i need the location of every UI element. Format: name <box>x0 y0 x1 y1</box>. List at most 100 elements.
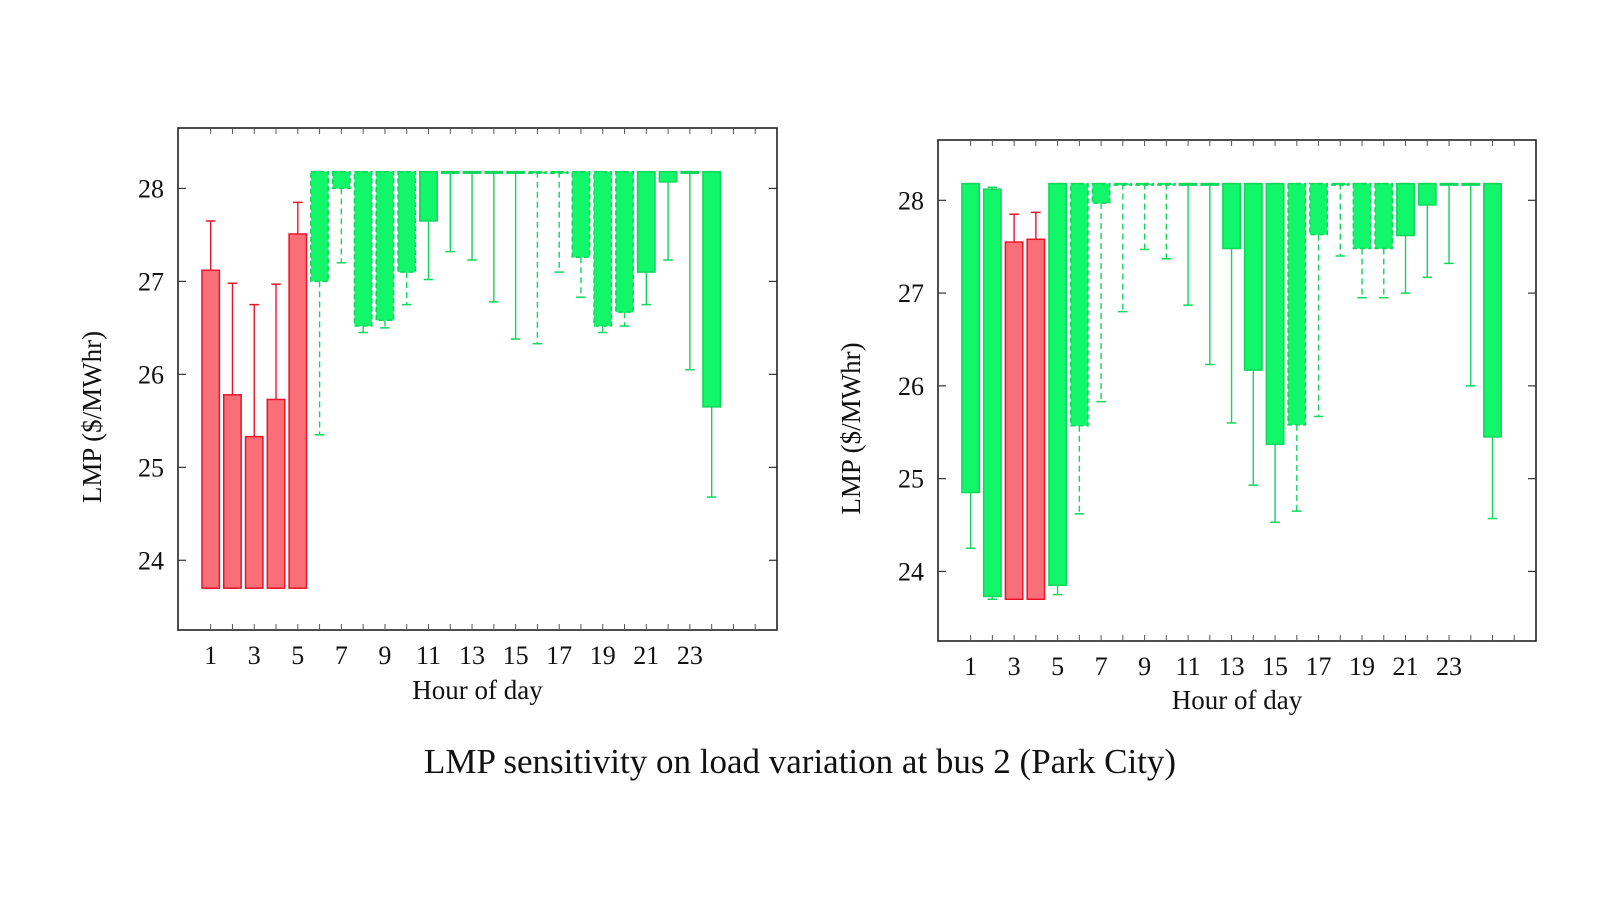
y-axis-label: LMP ($/MWhr) <box>77 331 107 503</box>
bar-box <box>702 170 722 408</box>
bar-box <box>1352 182 1372 250</box>
bar-hour-20 <box>1374 182 1394 299</box>
bar-box <box>419 170 438 222</box>
bar-box <box>1200 182 1220 186</box>
bar-box <box>1374 182 1394 250</box>
bar-box <box>440 170 460 174</box>
bar-box <box>961 182 981 494</box>
bar-box <box>331 170 351 190</box>
bar-box <box>982 188 1002 598</box>
plot-frame <box>937 139 1537 642</box>
bar-hour-24 <box>1461 182 1481 387</box>
bar-hour-25 <box>1483 182 1502 520</box>
x-tick-label: 5 <box>1051 652 1064 681</box>
bar-hour-5 <box>1048 182 1068 596</box>
y-tick-label: 25 <box>138 453 164 482</box>
x-axis-label: Hour of day <box>412 675 543 705</box>
bar-box <box>288 233 308 589</box>
bar-hour-24 <box>702 170 722 498</box>
y-tick-label: 26 <box>898 372 924 401</box>
bar-box <box>549 170 569 174</box>
bar-box <box>1156 182 1176 186</box>
bar-box <box>1417 182 1437 206</box>
bar-hour-17 <box>1309 182 1328 418</box>
bar-hour-2 <box>222 282 242 589</box>
y-tick-label: 24 <box>138 546 164 575</box>
bar-hour-12 <box>1200 182 1220 366</box>
bar-hour-16 <box>527 170 547 345</box>
y-axis-label: LMP ($/MWhr) <box>836 342 866 514</box>
bar-box <box>1026 238 1046 600</box>
bar-hour-6 <box>310 170 330 436</box>
bar-box <box>1135 182 1155 186</box>
bar-hour-20 <box>615 170 634 327</box>
bar-box <box>506 170 526 174</box>
bar-hour-5 <box>288 201 308 589</box>
bar-hour-12 <box>440 170 460 253</box>
bar-box <box>484 170 504 174</box>
x-tick-label: 21 <box>1393 652 1419 681</box>
x-tick-label: 11 <box>1176 652 1201 681</box>
bar-hour-7 <box>1091 182 1111 403</box>
bar-box <box>222 394 242 589</box>
bar-box <box>244 435 264 589</box>
bar-box <box>462 170 482 174</box>
bar-box <box>310 170 330 283</box>
y-tick-label: 28 <box>898 186 924 215</box>
bar-box <box>1243 182 1263 371</box>
bar-hour-16 <box>1287 182 1307 512</box>
bar-box <box>571 170 591 258</box>
x-tick-label: 13 <box>459 641 485 670</box>
bar-hour-11 <box>419 170 438 281</box>
bar-hour-10 <box>1156 182 1176 260</box>
bar-box <box>1330 182 1350 186</box>
bar-box <box>1483 182 1502 438</box>
y-tick-label: 27 <box>138 267 164 296</box>
bar-box <box>201 269 221 589</box>
bar-box <box>1178 182 1198 186</box>
bar-hour-15 <box>506 170 526 340</box>
bar-box <box>1439 182 1459 186</box>
x-tick-label: 3 <box>248 641 261 670</box>
bar-box <box>527 170 547 174</box>
bar-hour-6 <box>1069 182 1089 515</box>
bar-hour-4 <box>266 283 286 589</box>
x-tick-label: 9 <box>1138 652 1151 681</box>
x-tick-label: 11 <box>416 641 441 670</box>
bar-box <box>1069 182 1089 427</box>
bar-hour-11 <box>1178 182 1198 306</box>
x-tick-label: 19 <box>1349 652 1375 681</box>
bar-hour-7 <box>331 170 351 264</box>
x-tick-label: 15 <box>503 641 529 670</box>
bar-box <box>636 170 656 273</box>
bar-hour-17 <box>549 170 569 273</box>
bar-hour-21 <box>1396 182 1415 294</box>
x-tick-label: 23 <box>677 641 703 670</box>
bar-hour-22 <box>1417 182 1437 279</box>
bar-box <box>680 170 700 174</box>
x-tick-label: 3 <box>1008 652 1021 681</box>
bar-hour-3 <box>1004 213 1024 601</box>
x-tick-label: 17 <box>546 641 572 670</box>
bar-box <box>1265 182 1285 446</box>
bar-hour-13 <box>1222 182 1242 424</box>
bar-box <box>1048 182 1068 587</box>
x-tick-label: 19 <box>590 641 616 670</box>
x-tick-label: 21 <box>633 641 659 670</box>
bar-hour-21 <box>636 170 656 306</box>
bar-hour-22 <box>658 170 678 261</box>
bar-box <box>1461 182 1481 186</box>
bar-hour-2 <box>982 186 1002 600</box>
bar-box <box>1396 182 1415 237</box>
x-tick-label: 7 <box>1095 652 1108 681</box>
bar-box <box>1309 182 1328 236</box>
bar-box <box>658 170 678 183</box>
x-axis-label: Hour of day <box>1172 685 1303 715</box>
x-tick-label: 15 <box>1262 652 1288 681</box>
bar-hour-18 <box>1330 182 1350 257</box>
bar-hour-4 <box>1026 211 1046 600</box>
x-tick-label: 1 <box>204 641 217 670</box>
